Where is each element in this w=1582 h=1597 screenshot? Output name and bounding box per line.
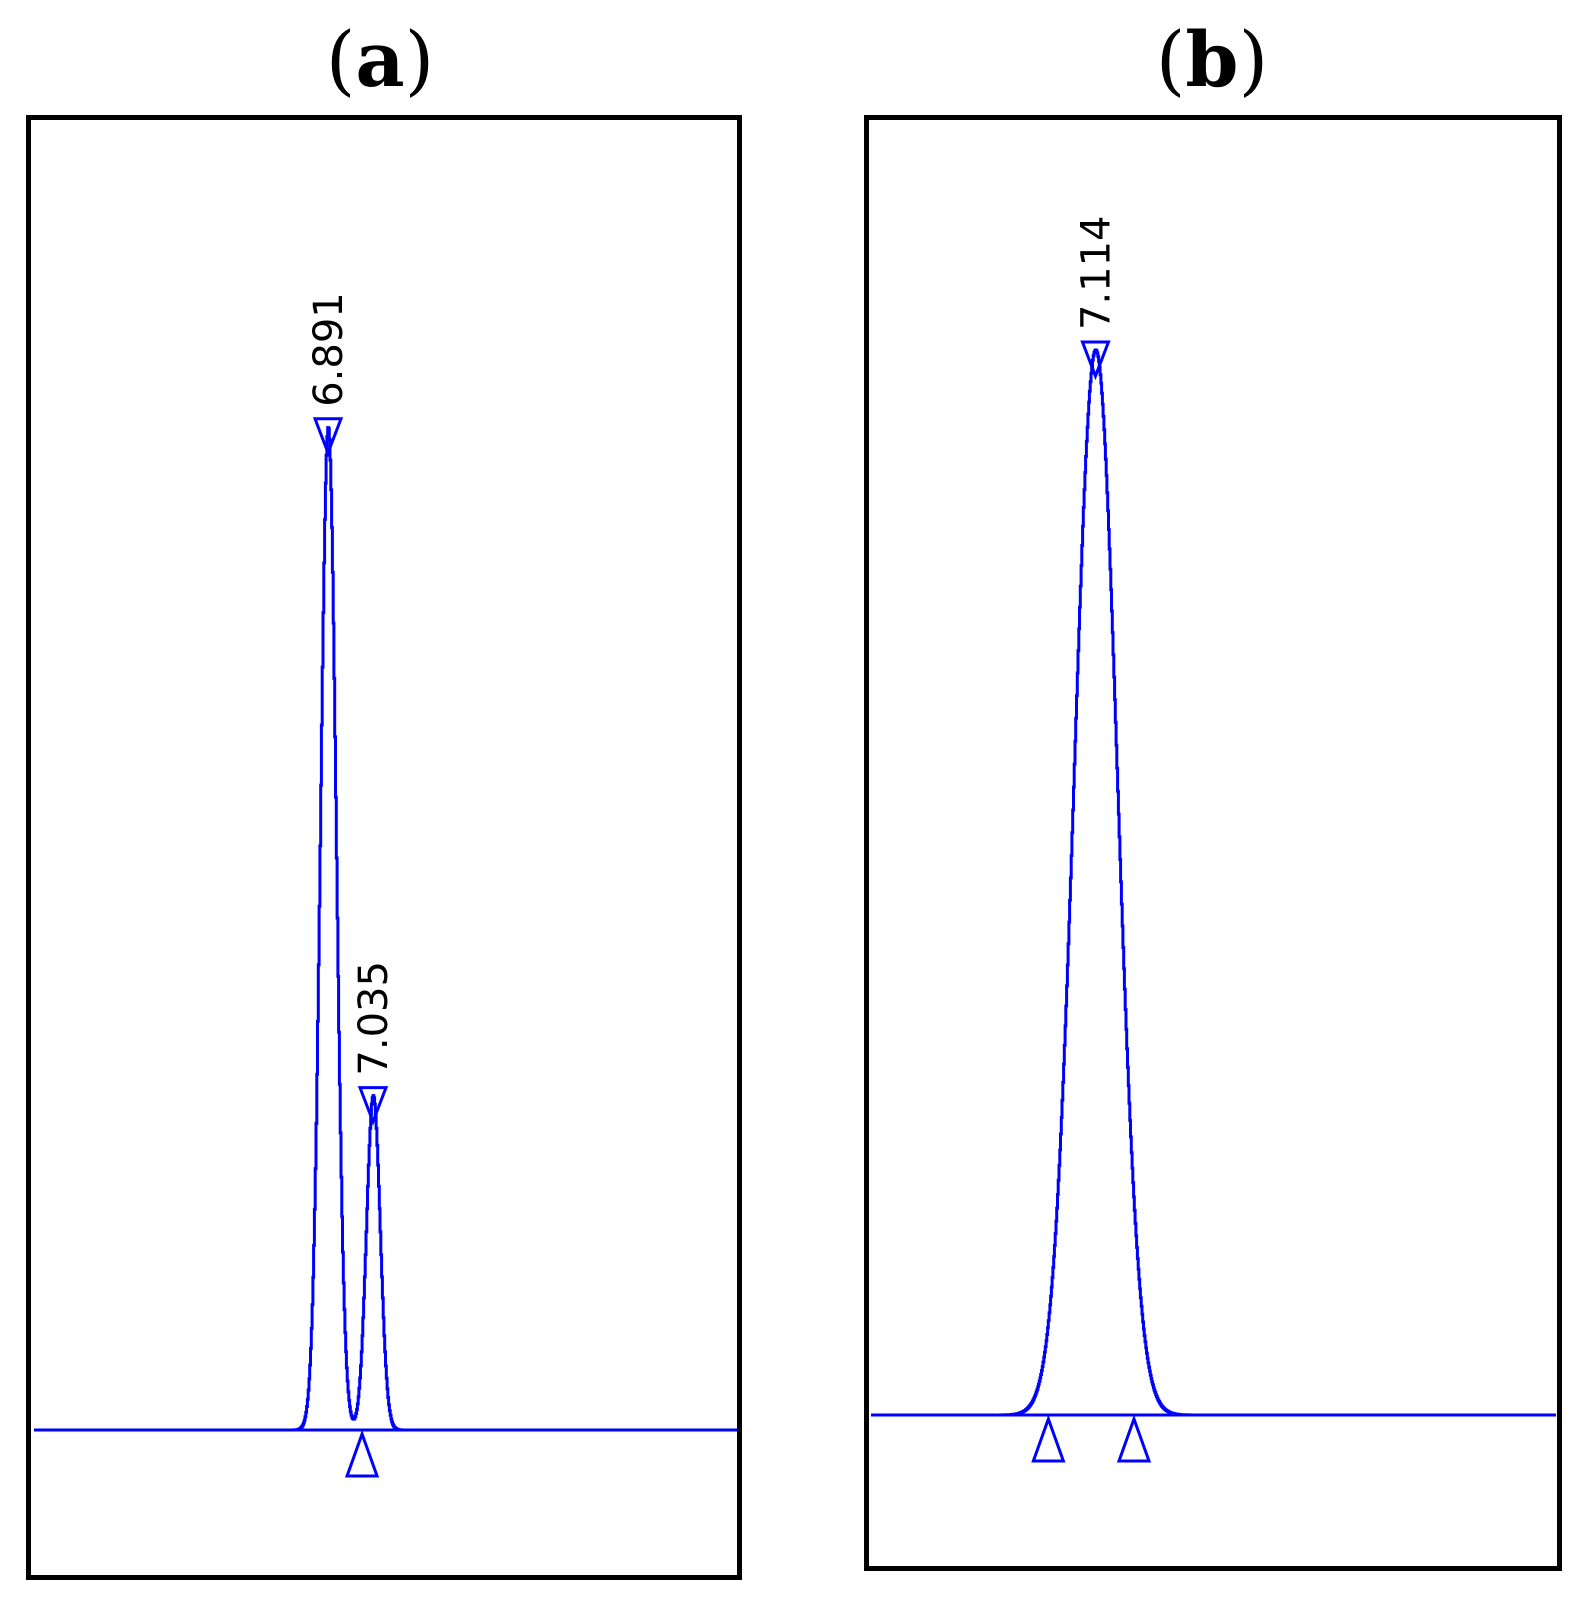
peak-apex-marker-a-2 bbox=[357, 1086, 389, 1126]
baseline-marker-a-1 bbox=[344, 1429, 380, 1478]
chromatogram-trace-a bbox=[34, 426, 737, 1432]
panel-b-title: (b) bbox=[1112, 22, 1312, 98]
peak-apex-marker-b-1 bbox=[1080, 340, 1111, 381]
peak-rt-label-a-2: 7.035 bbox=[351, 961, 397, 1076]
baseline-marker-b-2 bbox=[1116, 1414, 1152, 1463]
peak-rt-label-a-1: 6.891 bbox=[306, 292, 352, 407]
peak-rt-label-b-1: 7.114 bbox=[1073, 215, 1119, 330]
panel-a-title-open: ( bbox=[325, 15, 356, 104]
panel-a-title-close: ) bbox=[404, 15, 435, 104]
panel-b-title-letter: b bbox=[1185, 15, 1239, 104]
chromatogram-b-frame bbox=[864, 115, 1562, 1571]
baseline-marker-b-1 bbox=[1031, 1414, 1066, 1463]
peak-apex-marker-a-1 bbox=[312, 417, 344, 458]
chromatogram-trace-b bbox=[871, 348, 1556, 1417]
panel-a-title: (a) bbox=[280, 22, 480, 98]
panel-b-title-close: ) bbox=[1238, 15, 1269, 104]
panel-a-title-letter: a bbox=[355, 15, 405, 104]
panel-b-title-open: ( bbox=[1155, 15, 1186, 104]
